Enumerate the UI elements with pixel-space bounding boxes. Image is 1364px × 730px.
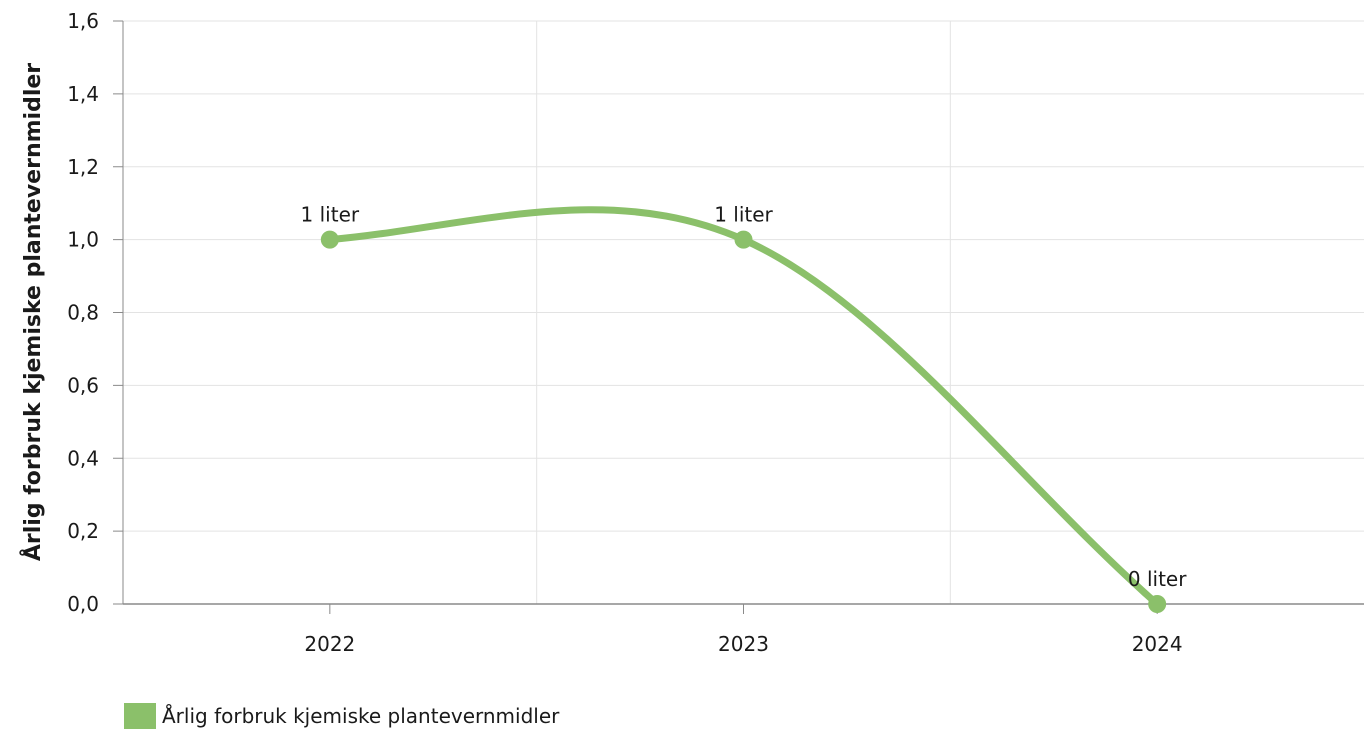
y-tick-label: 1,6 xyxy=(67,9,99,33)
y-tick-label: 1,0 xyxy=(67,228,99,252)
line-chart: 0,0 0,2 0,4 0,6 0,8 1,0 1,2 1,4 1,6 2022 2023 2024… xyxy=(20,9,1364,656)
y-tick-label: 0,0 xyxy=(67,592,99,616)
data-label: 1 liter xyxy=(301,203,360,227)
y-tick-label: 0,2 xyxy=(67,519,99,543)
legend[interactable]: Årlig forbruk kjemiske plantevernmidler xyxy=(124,702,559,730)
data-label: 0 liter xyxy=(1128,567,1187,591)
y-tick-label: 0,4 xyxy=(67,446,99,470)
x-tick-label: 2024 xyxy=(1132,632,1183,656)
series-group: 1 liter 1 liter 0 liter xyxy=(301,203,1187,613)
legend-label: Årlig forbruk kjemiske plantevernmidler xyxy=(162,704,560,728)
y-axis-label: Årlig forbruk kjemiske plantevernmidler xyxy=(20,63,46,561)
y-tick-label: 0,8 xyxy=(67,301,99,325)
x-tick-label: 2022 xyxy=(304,632,355,656)
data-point xyxy=(734,230,753,249)
y-tick-label: 0,6 xyxy=(67,373,99,397)
grid-lines xyxy=(123,20,1364,604)
x-tick-label: 2023 xyxy=(718,632,769,656)
data-point xyxy=(320,230,339,249)
y-axis-ticks: 0,0 0,2 0,4 0,6 0,8 1,0 1,2 1,4 1,6 xyxy=(67,9,123,616)
series-line xyxy=(326,206,1161,608)
y-tick-label: 1,2 xyxy=(67,155,99,179)
legend-swatch xyxy=(124,703,156,729)
y-tick-label: 1,4 xyxy=(67,82,99,106)
x-axis-ticks: 2022 2023 2024 xyxy=(304,604,1183,656)
data-label: 1 liter xyxy=(714,203,773,227)
data-point xyxy=(1148,595,1167,613)
